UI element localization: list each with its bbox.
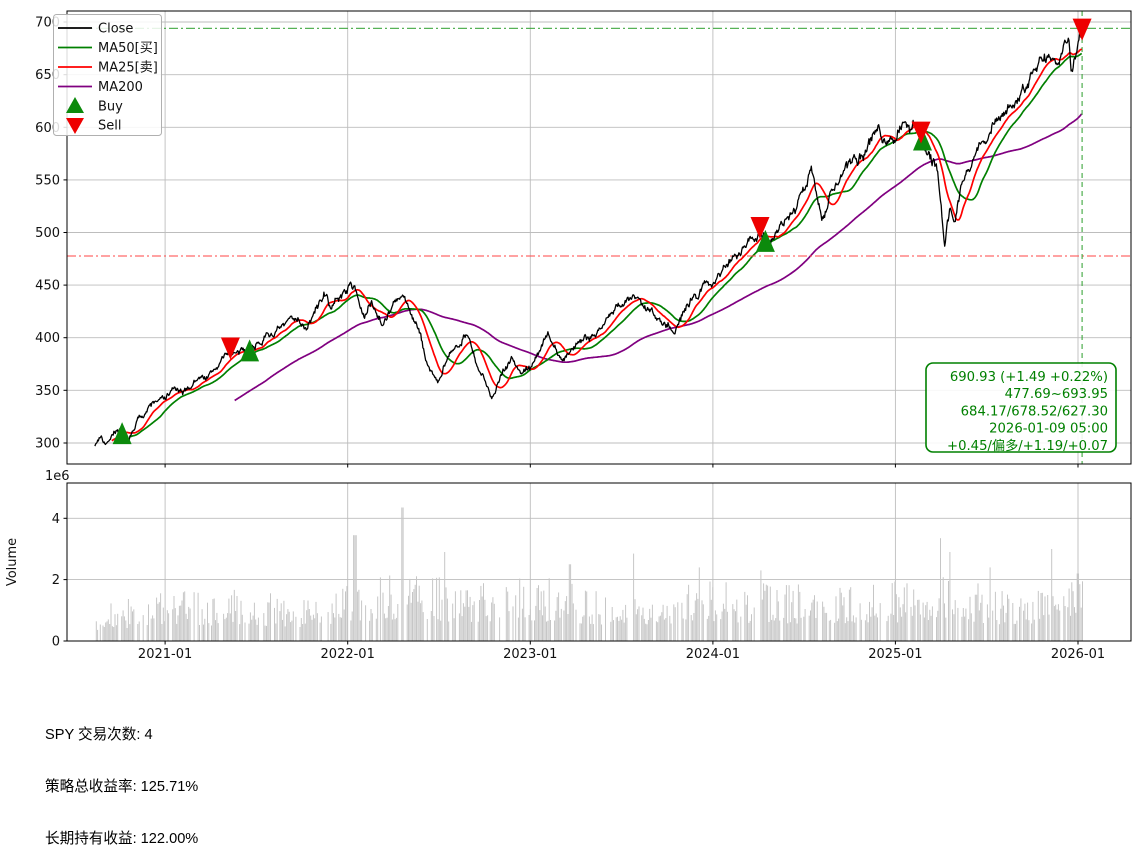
date-tick-label: 2021-01 [138,647,192,662]
sell-marker-icon [750,217,770,239]
buy-marker-icon [66,97,84,113]
price-tick-label: 500 [35,226,60,241]
buy-marker-icon [240,339,260,362]
date-tick-label: 2024-01 [686,647,740,662]
price-tick-label: 550 [35,173,60,188]
sell-marker-icon [66,118,84,134]
buy-marker-icon [755,229,775,252]
volume-bars [95,507,1083,641]
legend-label: Close [98,22,133,37]
volume-offset-label: 1e6 [45,469,70,484]
price-tick-label: 300 [35,437,60,452]
volume-tick-label: 4 [52,512,60,527]
volume-axis-label: Volume [5,538,20,586]
annotation-line: +0.45/偏多/+1.19/+0.07 [947,437,1108,454]
legend-box [53,14,162,136]
strategy-stats: SPY 交易次数: 4 策略总收益率: 125.71% 长期持有收益: 122.… [45,692,595,855]
sell-marker-icon [1072,18,1092,41]
price-tick-label: 400 [35,331,60,346]
sell-markers [220,18,1092,360]
price-tick-label: 350 [35,384,60,399]
axis-ticks [63,21,1079,645]
buy-marker-icon [112,422,132,445]
main-plot-border [66,10,1132,465]
legend-label: MA25[卖] [98,61,158,76]
legend-label: MA200 [98,80,143,95]
annotation-line: 690.93 (+1.49 +0.22%) [950,370,1108,385]
date-tick-label: 2026-01 [1051,647,1105,662]
legend-label: MA50[买] [98,41,158,56]
annotation-box [925,362,1117,453]
legend-label: Sell [98,119,121,134]
volume-tick-label: 2 [52,573,60,588]
strategy-return-line: 策略总收益率: 125.71% [45,779,199,796]
ma200-line [234,113,1083,402]
trade-count-line: SPY 交易次数: 4 [45,726,153,743]
sell-marker-icon [220,337,240,360]
buyhold-return-line: 长期持有收益: 122.00% [45,831,199,848]
legend-label: Buy [98,100,123,115]
date-tick-label: 2025-01 [868,647,922,662]
sell-marker-icon [911,121,931,144]
volume-plot-border [66,482,1132,642]
volume-tick-label: 0 [52,635,60,650]
price-tick-label: 450 [35,279,60,294]
date-tick-label: 2023-01 [503,647,557,662]
annotation-line: 2026-01-09 05:00 [989,422,1108,437]
buy-markers [112,128,932,445]
quote-annotation: 690.93 (+1.49 +0.22%) 477.69~693.95 684.17… [925,362,1117,454]
date-tick-label: 2022-01 [321,647,375,662]
legend: Close MA50[买] MA25[卖] MA200 Buy Sell [53,14,162,136]
annotation-line: 684.17/678.52/627.30 [961,404,1108,419]
gridlines [67,11,1131,641]
annotation-line: 477.69~693.95 [1005,387,1108,402]
